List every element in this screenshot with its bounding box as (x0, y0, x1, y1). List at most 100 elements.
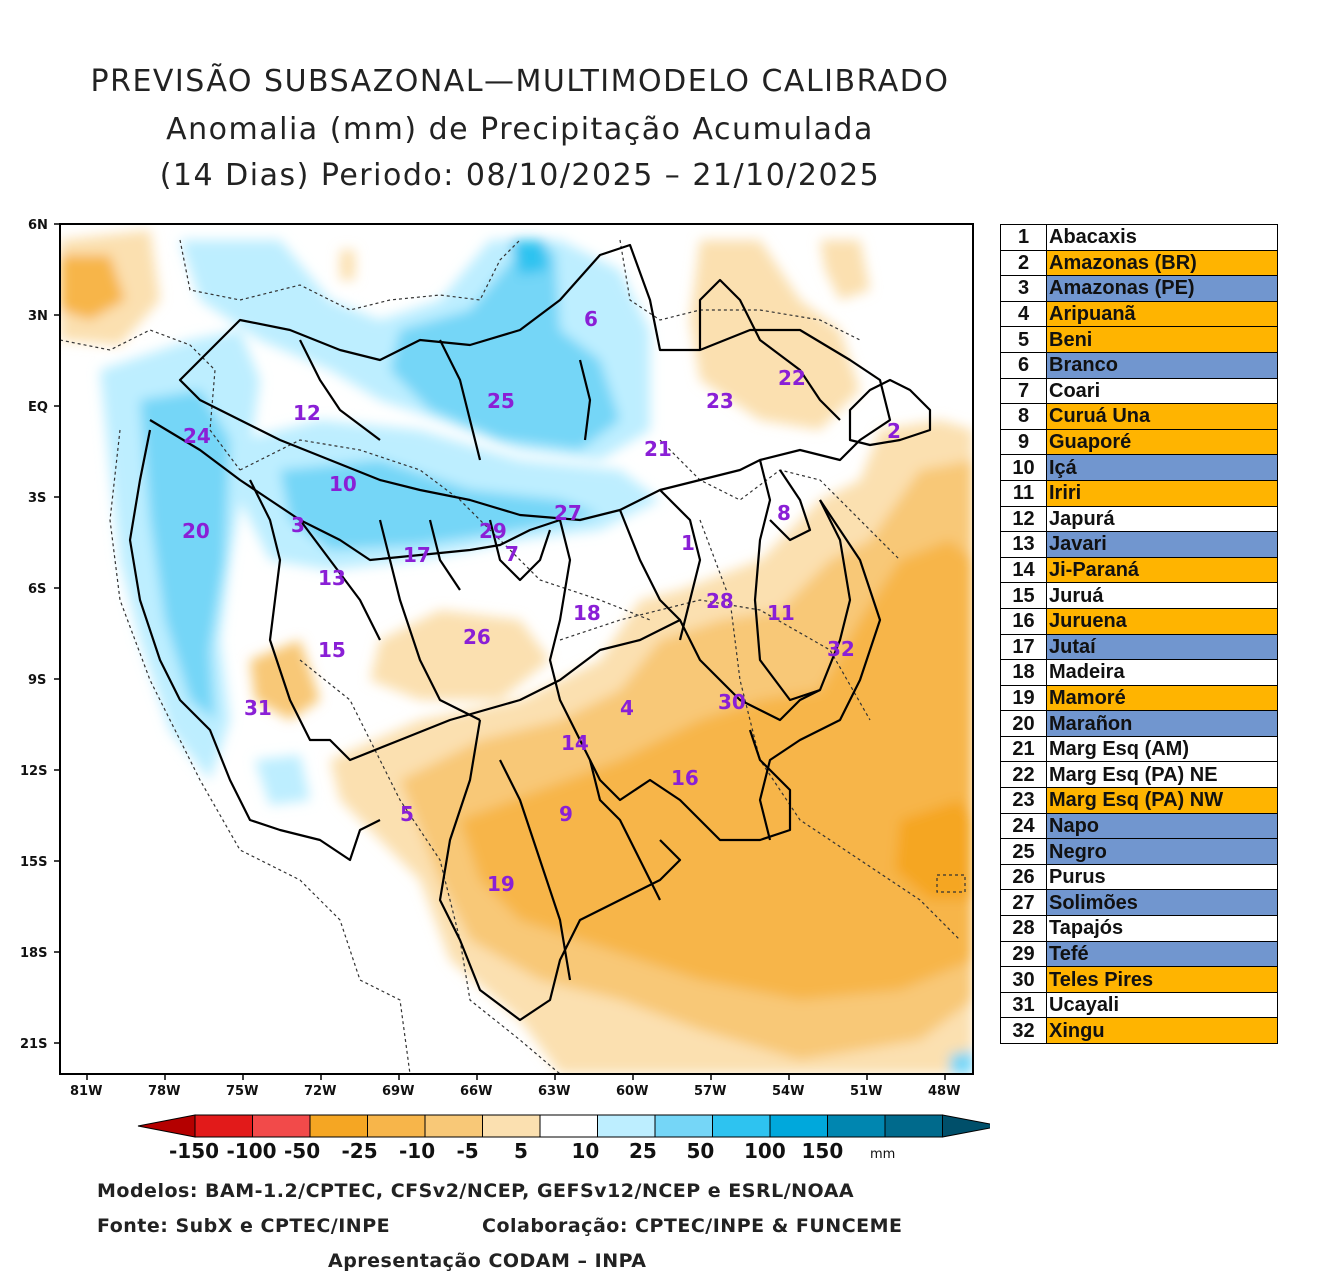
basin-label-27: 27 (554, 501, 582, 525)
colorbar-swatch (884, 1114, 943, 1138)
legend-number: 20 (1000, 710, 1047, 737)
lon-label-57w: 57W (694, 1084, 726, 1099)
lon-label-60w: 60W (616, 1084, 648, 1099)
colorbar-label: -100 (227, 1139, 277, 1163)
legend-row: 8 Curuá Una (1000, 403, 1278, 430)
lat-label-6s: 6S (28, 582, 46, 597)
legend-row: 13 Javari (1000, 531, 1278, 558)
basin-label-15: 15 (318, 638, 346, 662)
legend-number: 31 (1000, 991, 1047, 1019)
legend-number: 30 (1000, 966, 1047, 993)
legend-basin-name: Purus (1046, 863, 1278, 891)
legend-number: 17 (1000, 633, 1047, 661)
colorbar-swatch (424, 1114, 483, 1138)
credit-source: Fonte: SubX e CPTEC/INPE (97, 1215, 391, 1237)
legend-basin-name: Beni (1046, 326, 1278, 353)
colorbar: -150 -100 -50 -25 -10 -5 5 10 25 50 100 150 mm (137, 1114, 990, 1163)
basin-label-23: 23 (706, 389, 734, 413)
legend-row: 7 Coari (1000, 377, 1278, 405)
legend-basin-name: Solimões (1046, 889, 1278, 917)
legend-number: 25 (1000, 838, 1047, 865)
colorbar-label: 100 (744, 1139, 786, 1163)
legend-basin-name: Curuá Una (1046, 403, 1278, 430)
precipitation-anomaly-map: 1 2 3 4 5 6 7 8 9 10 11 12 13 14 15 16 1… (20, 218, 974, 1099)
legend-number: 21 (1000, 735, 1047, 763)
colorbar-swatch (539, 1114, 598, 1138)
legend-basin-name: Juruá (1046, 582, 1278, 609)
basin-label-32: 32 (827, 637, 855, 661)
lon-label-78w: 78W (148, 1084, 180, 1099)
legend-number: 28 (1000, 915, 1047, 942)
lon-label-63w: 63W (538, 1084, 570, 1099)
basin-label-17: 17 (403, 543, 431, 567)
legend-number: 14 (1000, 556, 1047, 584)
legend-number: 32 (1000, 1017, 1047, 1044)
legend-number: 15 (1000, 582, 1047, 609)
legend-number: 11 (1000, 479, 1047, 507)
basin-legend: 1 Abacaxis 2 Amazonas (BR) 3 Amazonas (PE) 4 Ar… (1000, 224, 1278, 1044)
legend-number: 4 (1000, 300, 1047, 328)
legend-basin-name: Napo (1046, 812, 1278, 840)
basin-label-30: 30 (718, 690, 746, 714)
legend-number: 26 (1000, 863, 1047, 891)
lon-label-51w: 51W (850, 1084, 882, 1099)
colorbar-swatch (482, 1114, 541, 1138)
legend-number: 13 (1000, 531, 1047, 558)
lat-label-15s: 15S (20, 855, 47, 870)
legend-row: 22 Marg Esq (PA) NE (1000, 761, 1278, 789)
basin-label-12: 12 (293, 401, 321, 425)
basin-label-13: 13 (318, 566, 346, 590)
legend-row: 20 Marañon (1000, 710, 1278, 737)
basin-label-16: 16 (671, 766, 699, 790)
legend-row: 17 Jutaí (1000, 633, 1278, 661)
basin-label-25: 25 (487, 389, 515, 413)
legend-number: 10 (1000, 454, 1047, 481)
legend-row: 27 Solimões (1000, 889, 1278, 917)
legend-basin-name: Mamoré (1046, 684, 1278, 712)
colorbar-swatch (309, 1114, 368, 1138)
basin-outlines (128, 243, 932, 1022)
colorbar-label: 5 (514, 1139, 528, 1163)
legend-number: 23 (1000, 787, 1047, 814)
colorbar-unit: mm (870, 1147, 895, 1162)
basin-label-24: 24 (183, 424, 211, 448)
legend-number: 12 (1000, 505, 1047, 533)
colorbar-swatch (654, 1114, 713, 1138)
legend-basin-name: Iriri (1046, 479, 1278, 507)
legend-basin-name: Amazonas (BR) (1046, 249, 1278, 277)
lon-label-72w: 72W (304, 1084, 336, 1099)
legend-number: 29 (1000, 940, 1047, 968)
legend-basin-name: Tapajós (1046, 915, 1278, 942)
legend-basin-name: Javari (1046, 531, 1278, 558)
lon-label-81w: 81W (70, 1084, 102, 1099)
basin-label-4: 4 (620, 696, 634, 720)
colorbar-label: -50 (284, 1139, 320, 1163)
basin-label-6: 6 (584, 307, 598, 331)
title-line-2: Anomalia (mm) de Precipitação Acumulada (166, 112, 874, 147)
legend-row: 10 Içá (1000, 454, 1278, 481)
basin-label-2: 2 (887, 419, 901, 443)
colorbar-arrow-left (137, 1114, 196, 1138)
colorbar-label: -25 (342, 1139, 378, 1163)
basin-label-5: 5 (400, 802, 414, 826)
lat-label-eq: EQ (28, 400, 48, 415)
legend-row: 1 Abacaxis (1000, 224, 1278, 251)
colorbar-swatch (769, 1114, 828, 1138)
legend-row: 15 Juruá (1000, 582, 1278, 609)
legend-basin-name: Marg Esq (AM) (1046, 735, 1278, 763)
basin-labels: 1 2 3 4 5 6 7 8 9 10 11 12 13 14 15 16 1… (182, 307, 901, 896)
legend-row: 14 Ji-Paraná (1000, 556, 1278, 584)
legend-basin-name: Marg Esq (PA) NE (1046, 761, 1278, 789)
legend-basin-name: Marañon (1046, 710, 1278, 737)
legend-basin-name: Juruena (1046, 607, 1278, 635)
legend-number: 24 (1000, 812, 1047, 840)
legend-basin-name: Teles Pires (1046, 966, 1278, 993)
basin-label-29: 29 (479, 519, 507, 543)
title-line-1: PREVISÃO SUBSAZONAL—MULTIMODELO CALIBRAD… (90, 64, 950, 99)
colorbar-label: 150 (802, 1139, 844, 1163)
legend-basin-name: Tefé (1046, 940, 1278, 968)
legend-basin-name: Guaporé (1046, 428, 1278, 456)
anomaly-field: 1 2 3 4 5 6 7 8 9 10 11 12 13 14 15 16 1… (60, 224, 973, 1074)
legend-number: 5 (1000, 326, 1047, 353)
colorbar-swatch (712, 1114, 771, 1138)
